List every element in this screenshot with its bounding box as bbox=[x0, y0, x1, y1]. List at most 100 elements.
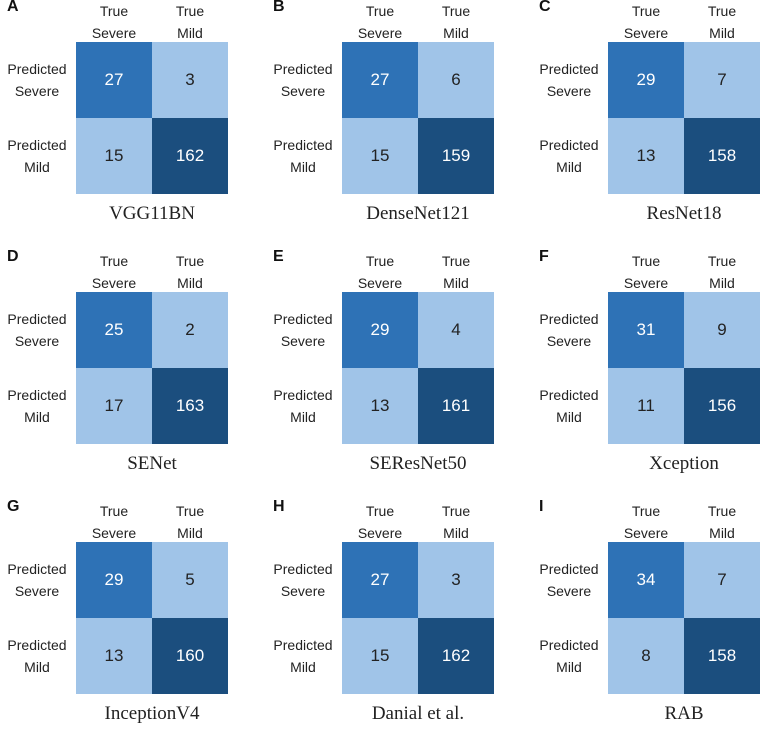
label-line: Mild bbox=[443, 525, 469, 541]
model-name: VGG11BN bbox=[109, 203, 195, 224]
label-line: True bbox=[707, 253, 737, 269]
matrix-cell: 160 bbox=[152, 618, 228, 694]
confusion-matrix-panel: C True Severe True Mild Predicted Severe Predic… bbox=[532, 0, 765, 240]
model-name: Danial et al. bbox=[371, 703, 465, 724]
col-header-true-severe: True Severe bbox=[608, 0, 684, 44]
matrix-cell: 8 bbox=[608, 618, 684, 694]
matrix-cell: 159 bbox=[418, 118, 494, 194]
label-line: Predicted bbox=[273, 637, 333, 653]
matrix-cell: 3 bbox=[418, 542, 494, 618]
label-line: Mild bbox=[177, 525, 203, 541]
col-header-true-mild: True Mild bbox=[684, 0, 760, 44]
label-line: Mild bbox=[24, 409, 50, 425]
panel-letter: H bbox=[273, 498, 285, 515]
confusion-matrix-panel: E True Severe True Mild Predicted Severe Predic… bbox=[266, 248, 516, 490]
row-header-predicted-severe: Predicted Severe bbox=[0, 58, 74, 102]
label-line: Severe bbox=[357, 275, 403, 291]
confusion-matrix-panel: D True Severe True Mild Predicted Severe Predic… bbox=[0, 248, 250, 490]
col-header-true-mild: True Mild bbox=[418, 0, 494, 44]
label-line: True bbox=[175, 503, 205, 519]
matrix-cell: 11 bbox=[608, 368, 684, 444]
row-header-predicted-severe: Predicted Severe bbox=[532, 558, 606, 602]
matrix-cell: 27 bbox=[342, 42, 418, 118]
label-line: True bbox=[631, 253, 661, 269]
matrix-cell: 13 bbox=[76, 618, 152, 694]
matrix-cell: 9 bbox=[684, 292, 760, 368]
label-line: True bbox=[707, 503, 737, 519]
label-line: Predicted bbox=[273, 137, 333, 153]
label-line: Severe bbox=[357, 25, 403, 41]
label-line: Severe bbox=[280, 83, 326, 99]
matrix-cell: 5 bbox=[152, 542, 228, 618]
label-line: Mild bbox=[709, 25, 735, 41]
row-header-predicted-severe: Predicted Severe bbox=[0, 308, 74, 352]
label-line: Predicted bbox=[7, 637, 67, 653]
col-header-true-mild: True Mild bbox=[152, 500, 228, 544]
row-header-predicted-severe: Predicted Severe bbox=[266, 58, 340, 102]
label-line: True bbox=[631, 3, 661, 19]
col-header-true-severe: True Severe bbox=[342, 500, 418, 544]
matrix-cell: 13 bbox=[608, 118, 684, 194]
matrix-cell: 6 bbox=[418, 42, 494, 118]
row-header-predicted-mild: Predicted Mild bbox=[0, 384, 74, 428]
matrix-cell: 161 bbox=[418, 368, 494, 444]
row-header-predicted-mild: Predicted Mild bbox=[532, 384, 606, 428]
label-line: Mild bbox=[556, 659, 582, 675]
panel-letter: D bbox=[7, 248, 19, 265]
model-name: SENet bbox=[127, 453, 177, 474]
col-header-true-severe: True Severe bbox=[76, 250, 152, 294]
label-line: True bbox=[365, 3, 395, 19]
col-header-true-mild: True Mild bbox=[684, 500, 760, 544]
row-header-predicted-mild: Predicted Mild bbox=[532, 634, 606, 678]
label-line: Predicted bbox=[7, 61, 67, 77]
model-name: InceptionV4 bbox=[104, 703, 200, 724]
label-line: Severe bbox=[357, 525, 403, 541]
row-header-predicted-mild: Predicted Mild bbox=[0, 634, 74, 678]
label-line: Severe bbox=[623, 25, 669, 41]
label-line: Severe bbox=[546, 583, 592, 599]
matrix-cell: 27 bbox=[76, 42, 152, 118]
label-line: Mild bbox=[177, 25, 203, 41]
confusion-matrix-panel: G True Severe True Mild Predicted Severe Predic… bbox=[0, 498, 250, 740]
matrix-cell: 3 bbox=[152, 42, 228, 118]
label-line: Severe bbox=[91, 525, 137, 541]
matrix-cell: 158 bbox=[684, 618, 760, 694]
matrix-cell: 13 bbox=[342, 368, 418, 444]
label-line: Mild bbox=[556, 159, 582, 175]
row-header-predicted-mild: Predicted Mild bbox=[266, 384, 340, 428]
matrix-cell: 29 bbox=[76, 542, 152, 618]
confusion-matrix-panel: A True Severe True Mild Predicted Severe Predic… bbox=[0, 0, 250, 240]
label-line: Severe bbox=[14, 83, 60, 99]
label-line: True bbox=[441, 253, 471, 269]
row-header-predicted-severe: Predicted Severe bbox=[266, 308, 340, 352]
label-line: Severe bbox=[546, 83, 592, 99]
label-line: True bbox=[441, 503, 471, 519]
col-header-true-severe: True Severe bbox=[76, 500, 152, 544]
label-line: Predicted bbox=[7, 561, 67, 577]
model-name: Xception bbox=[649, 453, 719, 474]
row-header-predicted-severe: Predicted Severe bbox=[266, 558, 340, 602]
label-line: Mild bbox=[556, 409, 582, 425]
confusion-matrix-panel: F True Severe True Mild Predicted Severe Predic… bbox=[532, 248, 765, 490]
label-line: Predicted bbox=[539, 561, 599, 577]
label-line: Mild bbox=[24, 659, 50, 675]
label-line: Predicted bbox=[539, 637, 599, 653]
label-line: True bbox=[631, 503, 661, 519]
label-line: Predicted bbox=[273, 387, 333, 403]
col-header-true-mild: True Mild bbox=[152, 250, 228, 294]
matrix-cell: 34 bbox=[608, 542, 684, 618]
matrix-cell: 29 bbox=[342, 292, 418, 368]
panel-letter: E bbox=[273, 248, 284, 265]
label-line: Mild bbox=[290, 409, 316, 425]
matrix-cell: 27 bbox=[342, 542, 418, 618]
matrix-cell: 15 bbox=[342, 118, 418, 194]
col-header-true-severe: True Severe bbox=[342, 0, 418, 44]
row-header-predicted-severe: Predicted Severe bbox=[532, 308, 606, 352]
label-line: Severe bbox=[14, 583, 60, 599]
panel-letter: C bbox=[539, 0, 551, 15]
row-header-predicted-severe: Predicted Severe bbox=[532, 58, 606, 102]
label-line: Predicted bbox=[273, 311, 333, 327]
label-line: Mild bbox=[443, 25, 469, 41]
label-line: Predicted bbox=[273, 561, 333, 577]
col-header-true-severe: True Severe bbox=[608, 250, 684, 294]
